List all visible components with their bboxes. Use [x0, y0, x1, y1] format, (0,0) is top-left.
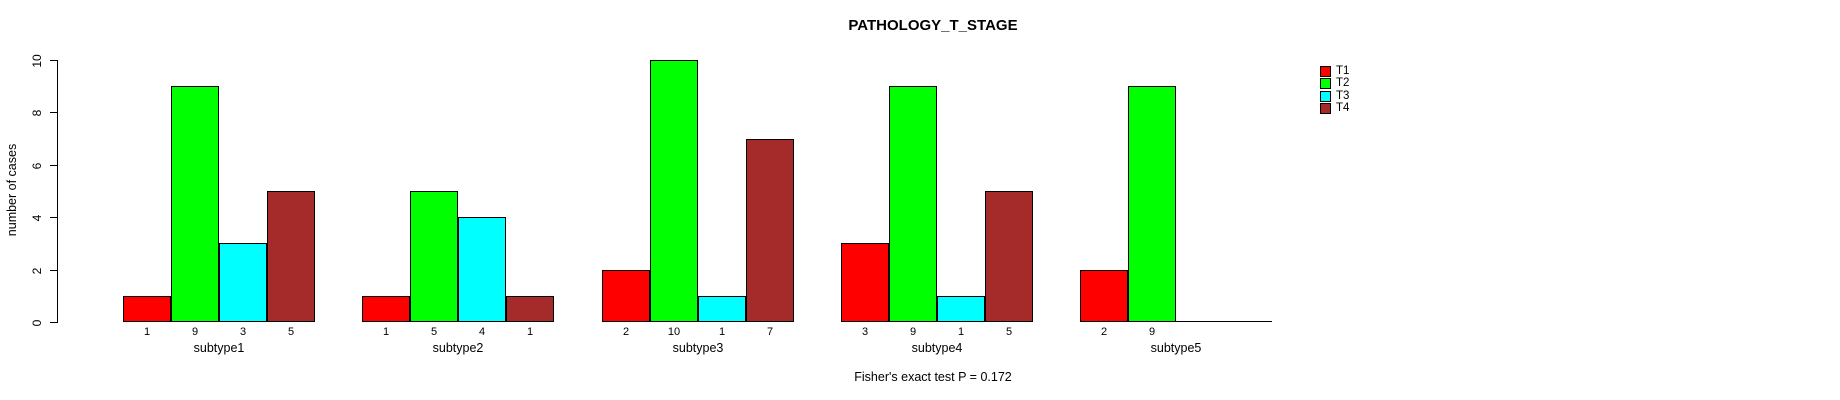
- bar-value-label-subtype2-T2: 5: [430, 326, 438, 338]
- bar-subtype1-T2: [171, 86, 219, 322]
- legend-label-T4: T4: [1336, 102, 1350, 115]
- y-axis-title: number of cases: [5, 143, 19, 237]
- bar-subtype2-T4: [506, 296, 554, 322]
- bar-subtype3-T4: [746, 139, 794, 322]
- y-tick-0: [50, 322, 57, 323]
- legend-swatch-T2: [1320, 78, 1331, 90]
- bar-value-label-subtype4-T1: 3: [861, 326, 869, 338]
- bar-subtype1-T3: [219, 243, 267, 322]
- bar-subtype4-T3: [937, 296, 985, 322]
- legend-item-T4: T4: [1320, 102, 1350, 115]
- bar-value-label-subtype3-T3: 1: [718, 326, 726, 338]
- bar-value-label-subtype3-T1: 2: [622, 326, 630, 338]
- bar-subtype5-T1: [1080, 270, 1128, 322]
- bar-value-label-subtype1-T4: 5: [287, 326, 295, 338]
- bar-value-label-subtype5-T1: 2: [1100, 326, 1108, 338]
- y-tick-label-6: 6: [30, 162, 44, 169]
- x-category-label-subtype3: subtype3: [672, 341, 724, 355]
- legend-swatch-T4: [1320, 103, 1331, 115]
- legend: T1 T2 T3 T4: [1320, 65, 1350, 116]
- bar-value-label-subtype1-T3: 3: [239, 326, 247, 338]
- x-category-label-subtype1: subtype1: [193, 341, 245, 355]
- x-category-label-subtype4: subtype4: [911, 341, 963, 355]
- y-tick-2: [50, 270, 57, 271]
- legend-item-T1: T1: [1320, 65, 1350, 77]
- bar-zero-subtype5-T3: [1176, 321, 1224, 322]
- bar-value-label-subtype4-T3: 1: [957, 326, 965, 338]
- bar-subtype2-T3: [458, 217, 506, 322]
- legend-swatch-T3: [1320, 90, 1331, 102]
- bar-subtype2-T2: [410, 191, 458, 322]
- bar-value-label-subtype4-T4: 5: [1005, 326, 1013, 338]
- legend-label-T1: T1: [1336, 65, 1350, 77]
- bar-value-label-subtype3-T4: 7: [766, 326, 774, 338]
- bar-subtype4-T4: [985, 191, 1033, 322]
- legend-label-T3: T3: [1336, 89, 1350, 102]
- legend-item-T2: T2: [1320, 77, 1350, 90]
- y-tick-label-2: 2: [30, 267, 44, 274]
- bar-value-label-subtype3-T2: 10: [667, 326, 681, 338]
- y-tick-label-10: 10: [30, 53, 44, 68]
- legend-label-T2: T2: [1336, 77, 1350, 90]
- y-tick-label-8: 8: [30, 109, 44, 116]
- bar-subtype2-T1: [362, 296, 410, 322]
- bar-zero-subtype5-T4: [1224, 321, 1272, 322]
- bar-subtype3-T3: [698, 296, 746, 322]
- y-tick-label-4: 4: [30, 214, 44, 221]
- y-tick-label-0: 0: [30, 319, 44, 326]
- x-category-label-subtype2: subtype2: [432, 341, 484, 355]
- y-tick-6: [50, 165, 57, 166]
- bar-value-label-subtype2-T3: 4: [478, 326, 486, 338]
- bar-value-label-subtype2-T1: 1: [382, 326, 390, 338]
- y-tick-10: [50, 60, 57, 61]
- y-axis-line: [57, 60, 58, 323]
- bar-subtype5-T2: [1128, 86, 1176, 322]
- fisher-test-annotation: Fisher's exact test P = 0.172: [854, 370, 1012, 384]
- bar-value-label-subtype5-T2: 9: [1148, 326, 1156, 338]
- legend-item-T3: T3: [1320, 89, 1350, 102]
- y-tick-4: [50, 217, 57, 218]
- legend-swatch-T1: [1320, 66, 1331, 77]
- x-category-label-subtype5: subtype5: [1150, 341, 1202, 355]
- y-tick-8: [50, 112, 57, 113]
- bar-value-label-subtype2-T4: 1: [526, 326, 534, 338]
- bar-value-label-subtype4-T2: 9: [909, 326, 917, 338]
- chart-title: PATHOLOGY_T_STAGE: [848, 17, 1018, 34]
- bar-subtype1-T1: [123, 296, 171, 322]
- bar-value-label-subtype1-T1: 1: [143, 326, 151, 338]
- bar-subtype4-T1: [841, 243, 889, 322]
- bar-subtype4-T2: [889, 86, 937, 322]
- bar-subtype1-T4: [267, 191, 315, 322]
- bar-subtype3-T2: [650, 60, 698, 322]
- bar-subtype3-T1: [602, 270, 650, 322]
- bar-value-label-subtype1-T2: 9: [191, 326, 199, 338]
